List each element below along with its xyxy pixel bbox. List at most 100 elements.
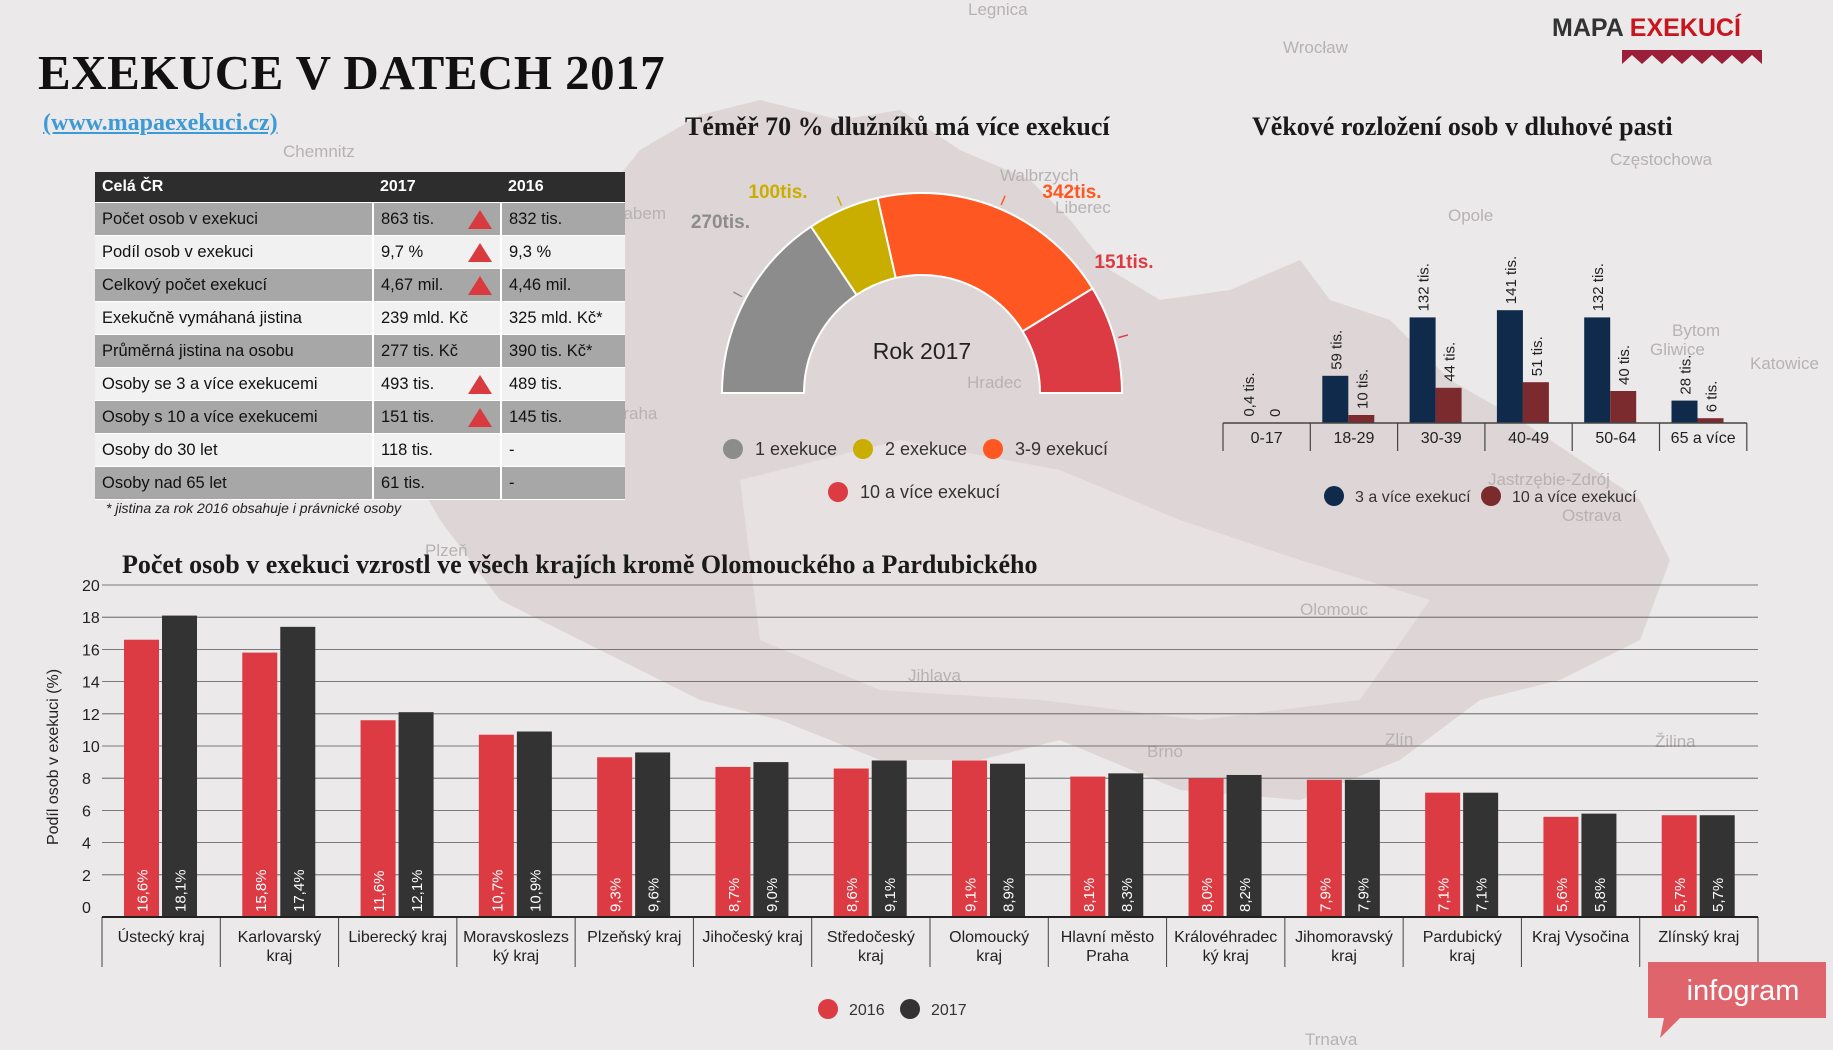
slice-label: 100tis. bbox=[748, 182, 807, 203]
value-2017: 239 mld. Kč bbox=[381, 309, 468, 327]
bar-3-a-více-exekucí[interactable] bbox=[1497, 310, 1523, 423]
category-label: Zlínský kraj bbox=[1658, 929, 1739, 946]
legend-item[interactable]: 2016 bbox=[818, 999, 885, 1019]
bar-3-a-více-exekucí[interactable] bbox=[1322, 376, 1348, 423]
legend-item[interactable]: 3-9 exekucí bbox=[983, 439, 1108, 459]
stats-table-header: Celá ČR 2017 2016 bbox=[95, 172, 625, 203]
y-tick-label: 10 bbox=[82, 739, 100, 756]
y-tick-label: 20 bbox=[82, 578, 100, 595]
brand-logo-accent: EXEKUCÍ bbox=[1630, 14, 1741, 42]
category-label: Pardubický bbox=[1423, 929, 1502, 946]
row-label: Osoby nad 65 let bbox=[95, 467, 373, 500]
legend-label: 10 a více exekucí bbox=[860, 482, 1000, 502]
bar-10-a-více-exekucí[interactable] bbox=[1610, 391, 1636, 423]
legend-swatch-icon bbox=[983, 439, 1003, 459]
row-label: Počet osob v exekuci bbox=[95, 203, 373, 236]
bar-value-label: 5,8% bbox=[1592, 878, 1609, 912]
stats-header-2017: 2017 bbox=[373, 172, 501, 203]
y-tick-label: 14 bbox=[82, 675, 100, 692]
legend-item[interactable]: 2017 bbox=[900, 999, 967, 1019]
value-2016: - bbox=[501, 467, 625, 500]
category-label: kraj bbox=[1331, 948, 1357, 965]
value-2016: 390 tis. Kč* bbox=[501, 335, 625, 368]
bar-10-a-více-exekucí[interactable] bbox=[1523, 382, 1549, 423]
bar-3-a-více-exekucí[interactable] bbox=[1672, 401, 1698, 423]
legend-item[interactable]: 10 a více exekucí bbox=[1481, 486, 1637, 506]
category-label: 40-49 bbox=[1508, 430, 1549, 447]
bar-value-label: 15,8% bbox=[253, 869, 270, 912]
value-2017-cell: 863 tis. bbox=[373, 203, 501, 236]
bar-value-label: 9,1% bbox=[882, 878, 899, 912]
category-label: kraj bbox=[976, 948, 1002, 965]
category-label: Královéhradec bbox=[1174, 929, 1277, 946]
bar-3-a-více-exekucí[interactable] bbox=[1584, 317, 1610, 423]
bar-value-label: 9,1% bbox=[963, 878, 980, 912]
slice-leader-line bbox=[733, 292, 742, 297]
bar-value-label: 5,7% bbox=[1672, 878, 1689, 912]
legend-item[interactable]: 1 exekuce bbox=[723, 439, 837, 459]
legend-item[interactable]: 3 a více exekucí bbox=[1324, 486, 1471, 506]
value-2016: 325 mld. Kč* bbox=[501, 302, 625, 335]
gauge-center-label: Rok 2017 bbox=[873, 338, 971, 364]
increase-triangle-icon bbox=[468, 276, 492, 295]
bar-value-label: 5,7% bbox=[1710, 878, 1727, 912]
page-title: EXEKUCE V DATECH 2017 bbox=[38, 44, 665, 101]
value-2017-cell: 61 tis. bbox=[373, 467, 501, 500]
brand-logo[interactable]: MAPA EXEKUCÍ bbox=[1552, 14, 1741, 43]
category-label: Ústecký kraj bbox=[118, 927, 205, 946]
value-2016: 145 tis. bbox=[501, 401, 625, 434]
category-label: kraj bbox=[858, 948, 884, 965]
bar-value-label: 7,1% bbox=[1436, 878, 1453, 912]
bar-value-label: 10,9% bbox=[527, 869, 544, 912]
bar-value-label: 9,0% bbox=[764, 878, 781, 912]
value-2017-cell: 9,7 % bbox=[373, 236, 501, 269]
slice-leader-line bbox=[838, 196, 842, 205]
row-label: Celkový počet exekucí bbox=[95, 269, 373, 302]
legend-item[interactable]: 10 a více exekucí bbox=[828, 482, 1000, 502]
value-2017-cell: 239 mld. Kč bbox=[373, 302, 501, 335]
bar-10-a-více-exekucí[interactable] bbox=[1436, 388, 1462, 423]
legend-item[interactable]: 2 exekuce bbox=[853, 439, 967, 459]
bar-10-a-více-exekucí[interactable] bbox=[1348, 415, 1374, 423]
bar-value-label: 9,3% bbox=[608, 878, 625, 912]
infogram-logo[interactable]: infogram bbox=[1640, 958, 1830, 1040]
category-label: Olomoucký bbox=[949, 929, 1029, 946]
brand-sawtooth-icon bbox=[1552, 50, 1762, 64]
bar-value-label: 40 tis. bbox=[1616, 345, 1633, 385]
bar-3-a-více-exekucí[interactable] bbox=[1410, 317, 1436, 423]
value-2016: 4,46 mil. bbox=[501, 269, 625, 302]
y-tick-label: 12 bbox=[82, 707, 100, 724]
category-label: 18-29 bbox=[1333, 430, 1374, 447]
bar-value-label: 51 tis. bbox=[1529, 336, 1546, 376]
increase-triangle-icon bbox=[468, 375, 492, 394]
y-tick-label: 0 bbox=[82, 900, 91, 917]
increase-triangle-icon bbox=[468, 243, 492, 262]
category-label: Středočeský bbox=[827, 929, 915, 946]
category-label: 0-17 bbox=[1251, 430, 1283, 447]
category-label: Jihomoravský bbox=[1295, 929, 1393, 946]
y-tick-label: 2 bbox=[82, 868, 91, 885]
bar-value-label: 44 tis. bbox=[1442, 342, 1459, 382]
value-2017-cell: 4,67 mil. bbox=[373, 269, 501, 302]
bar-value-label: 8,3% bbox=[1119, 878, 1136, 912]
value-2016: 832 tis. bbox=[501, 203, 625, 236]
value-2017-cell: 151 tis. bbox=[373, 401, 501, 434]
infogram-logo-text: infogram bbox=[1687, 975, 1800, 1007]
category-label: Jihočeský kraj bbox=[702, 929, 802, 946]
bar-value-label: 0 bbox=[1267, 409, 1284, 417]
category-label: ký kraj bbox=[493, 948, 539, 965]
legend-label: 1 exekuce bbox=[755, 439, 837, 459]
legend-swatch-icon bbox=[828, 482, 848, 502]
footnote: * jistina za rok 2016 obsahuje i právnic… bbox=[106, 500, 401, 516]
slice-leader-line bbox=[1118, 335, 1128, 338]
bar-value-label: 12,1% bbox=[409, 869, 426, 912]
row-label: Podíl osob v exekuci bbox=[95, 236, 373, 269]
y-tick-label: 8 bbox=[82, 771, 91, 788]
source-url-link[interactable]: (www.mapaexekuci.cz) bbox=[43, 110, 278, 137]
